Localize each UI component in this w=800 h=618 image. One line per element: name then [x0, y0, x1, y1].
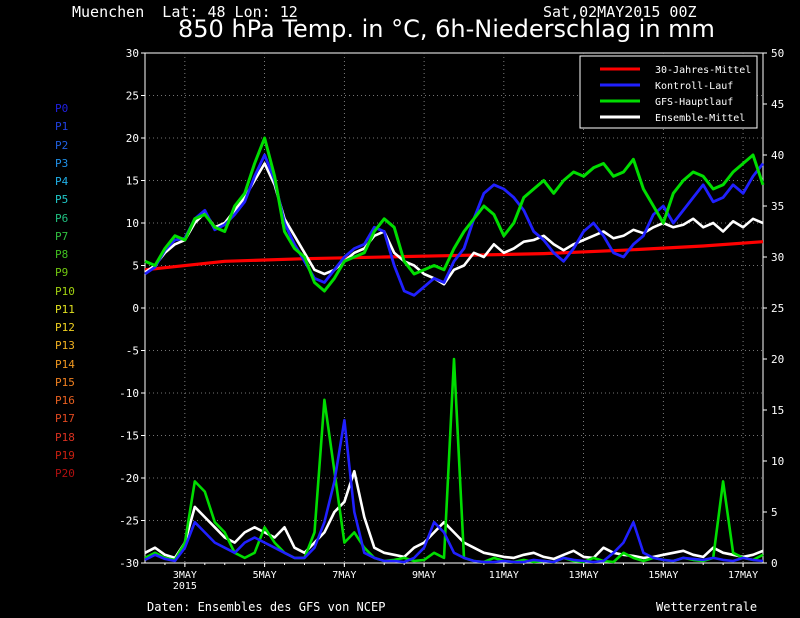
member-label: P18: [55, 430, 75, 444]
y-right-tick-label: 40: [771, 149, 784, 162]
member-label: P0: [55, 102, 69, 115]
member-label: P3: [55, 156, 69, 170]
member-label: P14: [55, 357, 75, 371]
series-30-jahres-mittel: [144, 240, 764, 272]
series-ensemble-mittel: [144, 162, 764, 286]
y-left-tick-label: -15: [119, 430, 139, 443]
series-kontroll-lauf-niederschlag: [144, 418, 764, 564]
y-right-tick-label: 45: [771, 98, 784, 111]
y-right-tick-label: 50: [771, 47, 784, 60]
member-label: P2: [55, 138, 69, 152]
y-right-tick-label: 5: [771, 506, 778, 519]
x-tick-label: 13MAY: [569, 570, 599, 581]
member-label: P5: [55, 193, 69, 207]
member-label: P17: [55, 412, 75, 426]
series-ensemble-mittel-niederschlag: [144, 469, 764, 561]
y-left-tick-label: -30: [119, 557, 139, 570]
y-left-tick-label: 30: [126, 47, 139, 60]
y-left-tick-label: -5: [126, 345, 139, 358]
x-tick-label: 7MAY: [332, 570, 356, 581]
y-right-tick-label: 30: [771, 251, 784, 264]
y-right-tick-label: 15: [771, 404, 784, 417]
y-left-tick-label: 15: [126, 175, 139, 188]
x-tick-label: 11MAY: [489, 570, 519, 581]
run-date-label: Sat,02MAY2015 00Z: [543, 3, 697, 21]
legend-label: Ensemble-Mittel: [655, 113, 745, 124]
data-source-label: Daten: Ensembles des GFS von NCEP: [147, 600, 386, 614]
member-label: P11: [55, 302, 75, 316]
member-label: P19: [55, 448, 75, 462]
member-label: P7: [55, 229, 69, 243]
y-right-tick-label: 10: [771, 455, 784, 468]
member-label: P13: [55, 339, 75, 353]
y-right-tick-label: 25: [771, 302, 784, 315]
x-tick-label: 17MAY: [728, 570, 758, 581]
y-left-tick-label: 25: [126, 90, 139, 103]
y-left-tick-label: 5: [132, 260, 139, 273]
y-left-tick-label: 20: [126, 132, 139, 145]
y-right-tick-label: 0: [771, 557, 778, 570]
legend-label: Kontroll-Lauf: [655, 81, 733, 92]
x-tick-label: 9MAY: [412, 570, 436, 581]
y-right-tick-label: 35: [771, 200, 784, 213]
y-left-tick-label: -10: [119, 387, 139, 400]
member-label: P9: [55, 266, 69, 280]
legend-label: GFS-Hauptlauf: [655, 97, 733, 108]
member-label: P10: [55, 284, 75, 298]
x-tick-sublabel: 2015: [173, 581, 197, 592]
series-gfs-hauptlauf: [144, 136, 765, 293]
member-label: P20: [55, 467, 75, 480]
x-tick-label: 5MAY: [253, 570, 277, 581]
location-label: Muenchen Lat: 48 Lon: 12: [72, 3, 298, 21]
x-tick-label: 3MAY: [173, 570, 197, 581]
y-left-tick-label: 0: [132, 302, 139, 315]
y-left-tick-label: -20: [119, 472, 139, 485]
member-label: P15: [55, 375, 75, 389]
x-tick-label: 15MAY: [648, 570, 678, 581]
member-label: P1: [55, 120, 69, 134]
member-label: P12: [55, 321, 75, 334]
series-kontroll-lauf: [144, 153, 765, 297]
legend-label: 30-Jahres-Mittel: [655, 65, 751, 76]
member-list: P0 P1 P2 P3 P4 P5 P6 P7 P8 P9 P10 P11 P12 P13 P14 P15 P1…: [55, 100, 75, 483]
member-label: P4: [55, 175, 69, 188]
member-label: P16: [55, 394, 75, 407]
y-right-tick-label: 20: [771, 353, 784, 366]
chart-title: 850 hPa Temp. in °C, 6h-Niederschlag in …: [178, 15, 715, 43]
y-left-tick-label: 10: [126, 217, 139, 230]
brand-label: Wetterzentrale: [656, 600, 758, 614]
y-left-tick-label: -25: [119, 515, 139, 528]
member-label: P6: [55, 211, 69, 225]
member-label: P8: [55, 248, 69, 261]
